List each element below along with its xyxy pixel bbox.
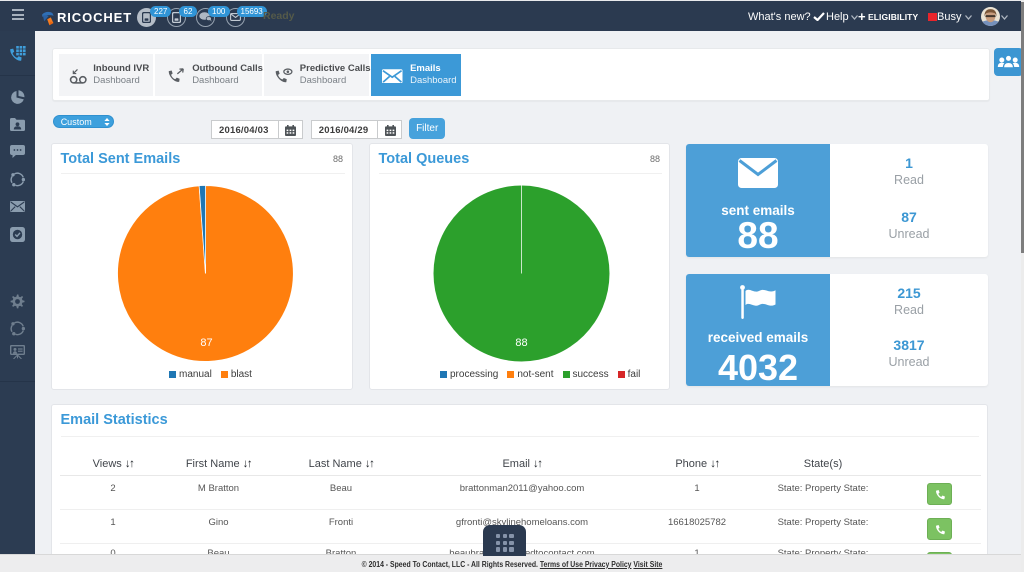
svg-text:88: 88: [515, 337, 527, 349]
svg-text:87: 87: [200, 337, 212, 349]
